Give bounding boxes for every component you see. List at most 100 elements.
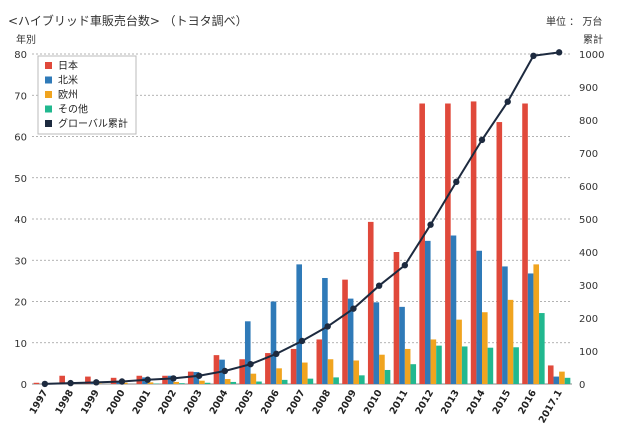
cumulative-point <box>67 379 74 387</box>
y-axis-right-ticks: 0 100 200 300 400 500 600 700 800 900 1000 <box>579 50 604 391</box>
y-left-tick-label: 10 <box>14 339 27 350</box>
y-right-tick-label: 900 <box>579 83 598 94</box>
cumulative-point <box>273 350 280 358</box>
bar-北米 <box>296 264 302 384</box>
cumulative-point <box>453 178 460 186</box>
x-tick-label: 2001 <box>131 388 154 416</box>
bar-欧州 <box>404 348 411 384</box>
x-tick-label: 1998 <box>53 388 76 417</box>
y-left-tick-label: 50 <box>14 174 27 185</box>
cumulative-point <box>93 379 100 386</box>
bar-その他 <box>513 347 519 384</box>
bar-欧州 <box>276 368 282 384</box>
x-tick-label: 2016 <box>516 388 539 417</box>
bar-日本 <box>162 375 168 384</box>
bar-その他 <box>410 364 417 384</box>
bar-欧州 <box>456 319 462 384</box>
bar-北米 <box>424 240 431 384</box>
x-tick-label: 2017.1 <box>537 388 565 425</box>
y-right-tick-label: 700 <box>579 149 598 160</box>
bar-北米 <box>270 301 277 384</box>
y-left-tick-label: 60 <box>14 133 27 144</box>
y-right-tick-label: 100 <box>579 347 598 358</box>
y-axis-left-ticks: 0 10 20 30 40 50 60 70 80 <box>14 50 27 391</box>
bar-北米 <box>502 266 508 384</box>
bar-北米 <box>373 302 380 384</box>
bar-その他 <box>307 378 314 384</box>
cumulative-point <box>144 376 151 383</box>
x-tick-label: 2007 <box>285 388 308 416</box>
y-left-tick-label: 30 <box>14 256 27 267</box>
y-left-tick-label: 70 <box>14 91 27 102</box>
x-tick-label: 2009 <box>336 388 359 416</box>
bar-欧州 <box>302 362 308 384</box>
y-left-tick-label: 20 <box>14 298 27 309</box>
bar-日本 <box>239 359 245 384</box>
y-left-tick-label: 80 <box>14 50 27 61</box>
bar-日本 <box>470 101 477 384</box>
bar-日本 <box>290 348 297 384</box>
bar-日本 <box>419 103 425 384</box>
y-right-tick-label: 600 <box>579 182 598 193</box>
bar-日本 <box>496 122 503 384</box>
bar-その他 <box>204 382 211 384</box>
cumulative-point <box>324 323 331 330</box>
y-right-tick-label: 300 <box>579 281 598 292</box>
x-tick-label: 2014 <box>465 388 488 417</box>
bar-北米 <box>347 298 354 384</box>
bar-その他 <box>256 381 262 384</box>
cumulative-line <box>41 49 563 388</box>
bar-日本 <box>316 339 323 384</box>
bar-日本 <box>342 279 348 384</box>
bar-日本 <box>213 355 220 384</box>
bar-欧州 <box>224 379 231 384</box>
bar-その他 <box>461 346 468 384</box>
cumulative-point <box>247 360 254 368</box>
bar-その他 <box>384 369 391 384</box>
legend-label: 日本 <box>58 59 78 72</box>
bar-日本 <box>367 221 374 384</box>
bar-北米 <box>527 273 534 384</box>
bar-北米 <box>553 376 560 384</box>
bar-欧州 <box>533 264 540 384</box>
x-tick-label: 2010 <box>362 388 385 417</box>
legend-box <box>37 55 137 135</box>
bar-欧州 <box>199 380 205 384</box>
cumulative-point <box>401 262 409 269</box>
bar-その他 <box>230 381 237 384</box>
bar-欧州 <box>507 299 514 384</box>
bar-日本 <box>33 382 40 384</box>
bar-日本 <box>85 376 91 384</box>
legend-swatch <box>45 91 52 98</box>
x-tick-label: 2000 <box>105 388 128 417</box>
x-tick-label: 1999 <box>79 388 102 416</box>
bar-その他 <box>564 377 571 384</box>
cumulative-point <box>530 52 537 60</box>
y-right-tick-label: 400 <box>579 248 598 259</box>
y-axis-right-unit-label: 単位 ： 万台 <box>546 15 602 28</box>
y-axis-left-label: 年別 <box>16 33 36 46</box>
cumulative-point <box>195 372 203 379</box>
bar-日本 <box>547 365 554 384</box>
x-tick-label: 2011 <box>388 388 411 416</box>
cumulative-point <box>170 375 177 382</box>
cumulative-point <box>41 380 49 388</box>
x-tick-label: 2013 <box>439 388 462 416</box>
cumulative-point <box>504 98 511 105</box>
cumulative-point <box>478 136 486 144</box>
bar-北米 <box>322 277 328 384</box>
cumulative-point <box>118 378 126 385</box>
x-axis-ticks: 1997 1998 1999 2000 2001 2002 2003 2004 2005 2006… <box>28 388 565 426</box>
x-tick-label: 2006 <box>259 388 282 417</box>
bar-series <box>33 101 571 384</box>
bar-北米 <box>476 250 482 384</box>
grid-lines <box>32 53 572 385</box>
legend-swatch <box>45 120 52 127</box>
x-tick-label: 2005 <box>233 388 256 416</box>
bar-日本 <box>59 375 65 384</box>
cumulative-point <box>221 367 229 375</box>
y-left-tick-label: 0 <box>21 380 27 391</box>
bar-日本 <box>445 103 451 384</box>
